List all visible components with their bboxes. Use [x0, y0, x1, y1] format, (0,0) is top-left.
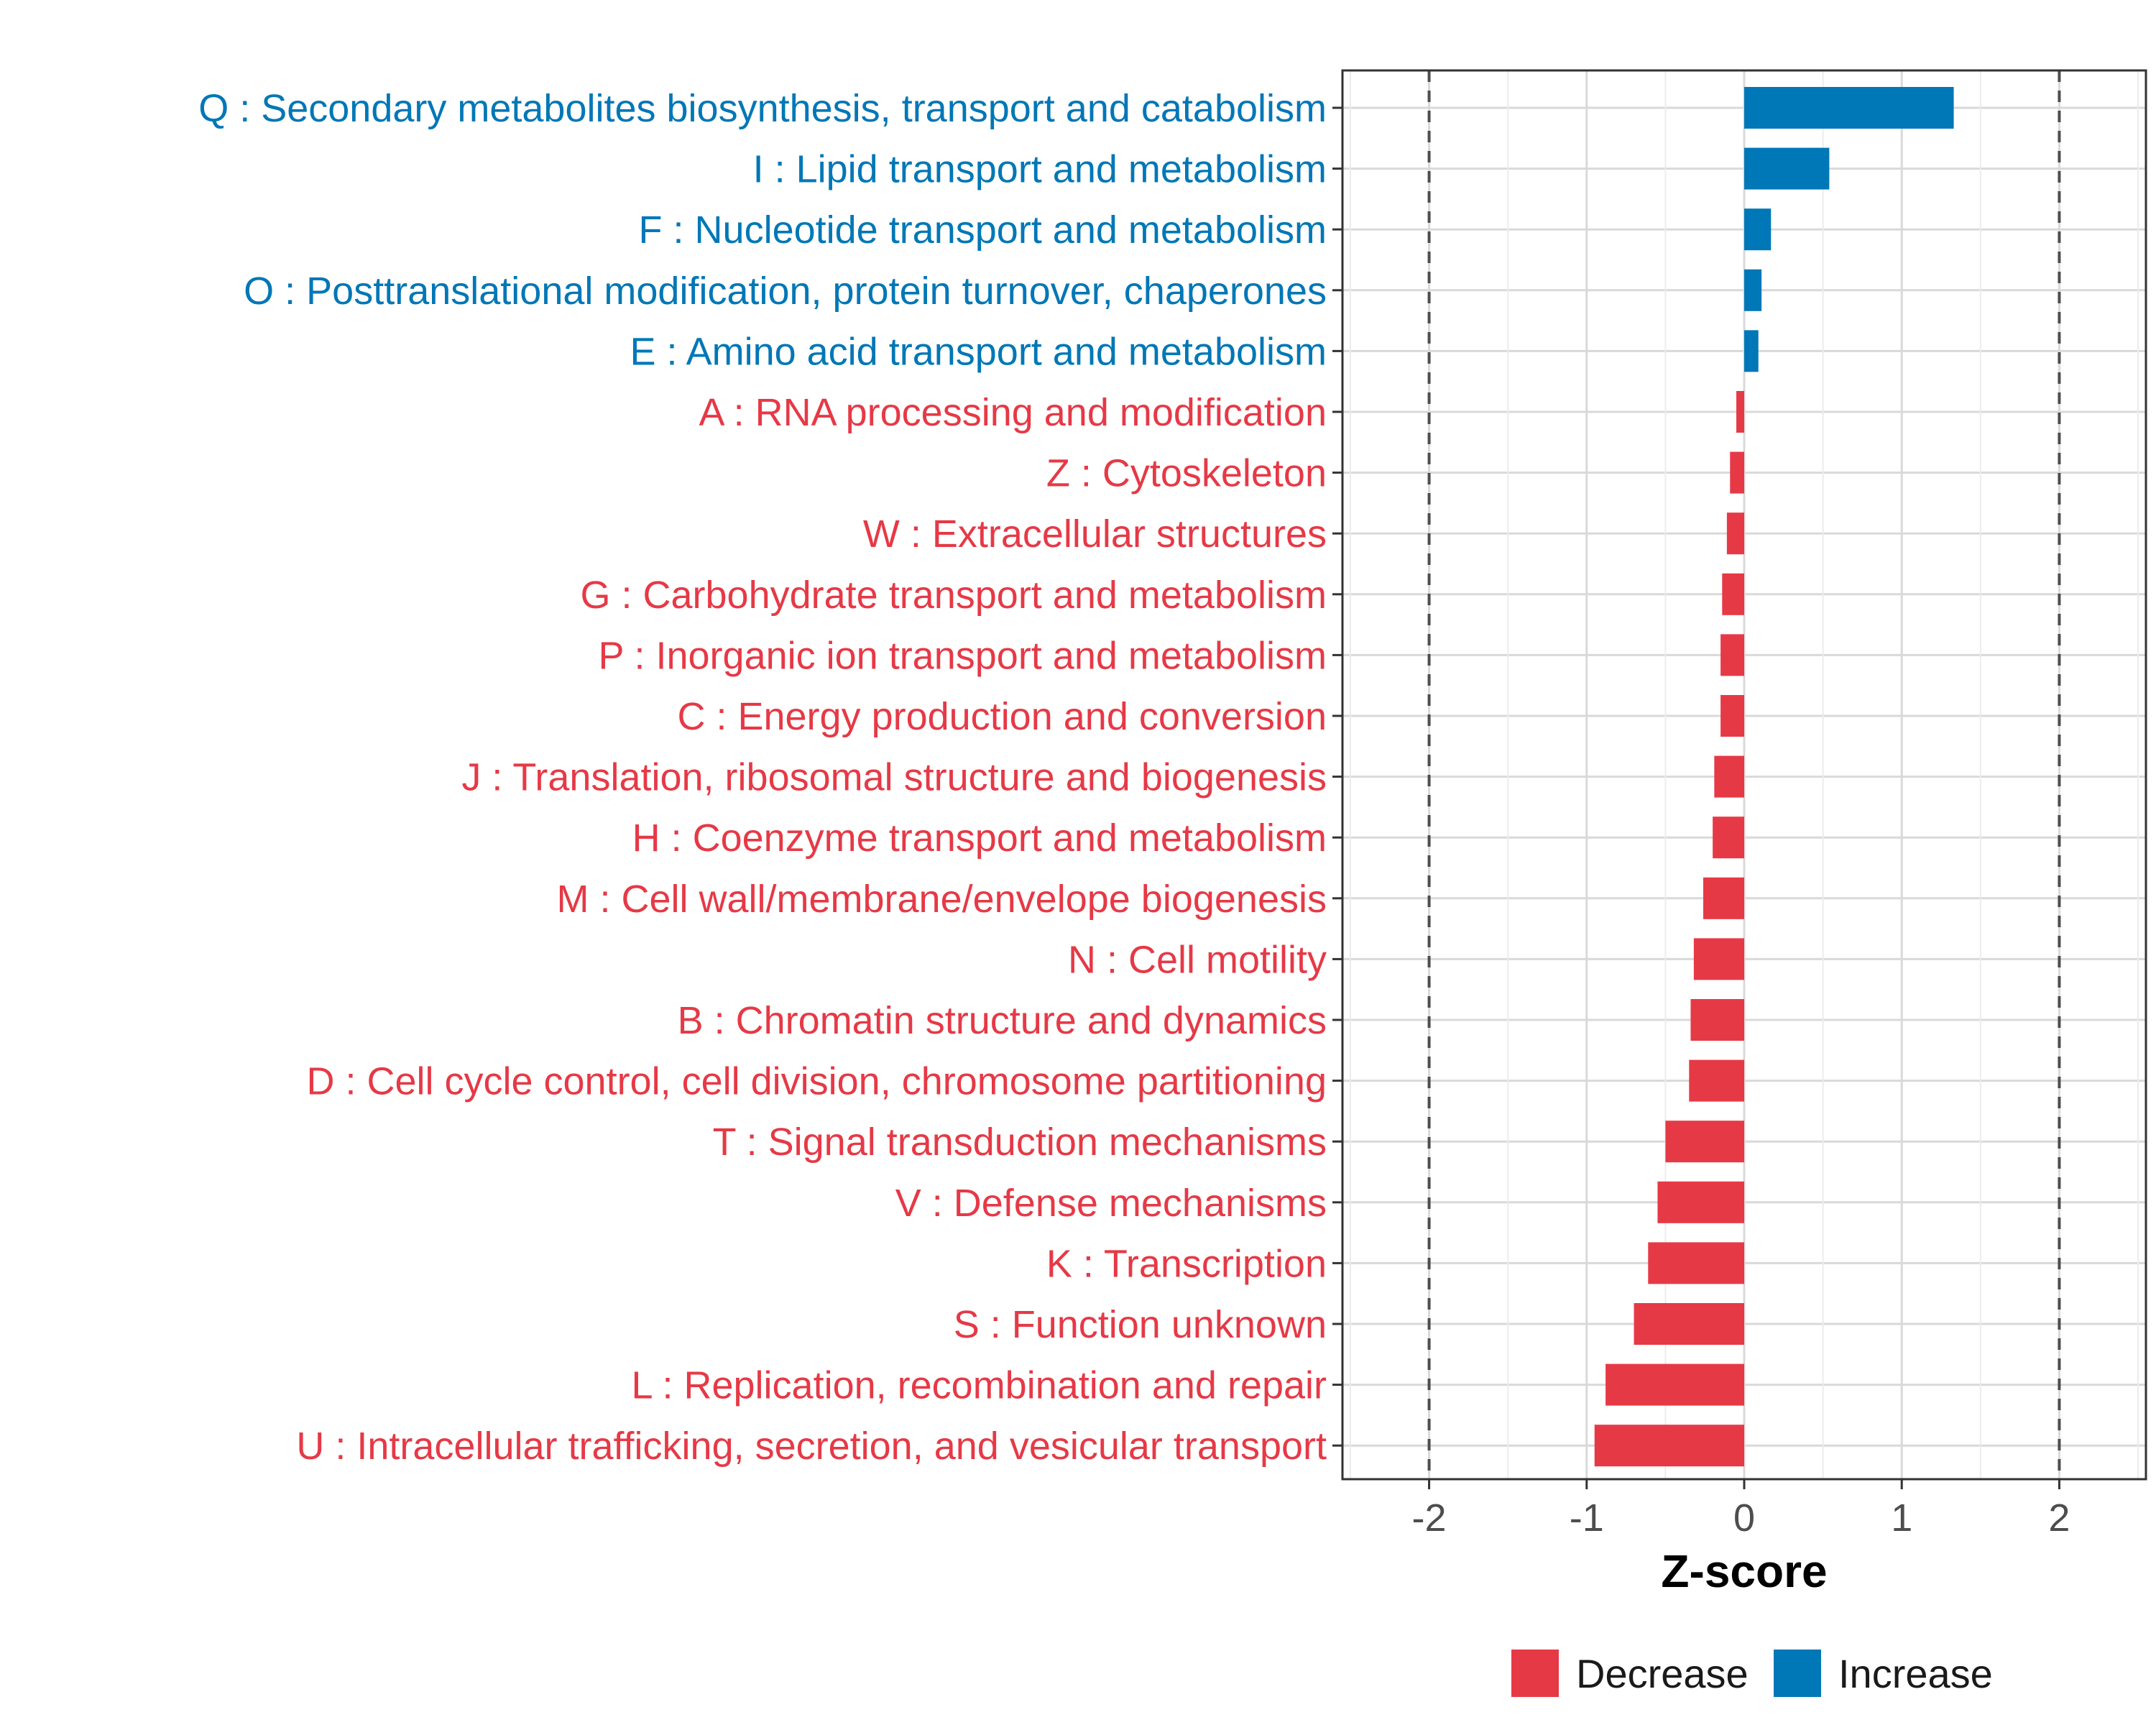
y-tick-label: G : Carbohydrate transport and metabolis… [581, 574, 1327, 617]
y-tick-label: F : Nucleotide transport and metabolism [639, 208, 1327, 252]
y-axis-ticks: Q : Secondary metabolites biosynthesis, … [198, 87, 1342, 1468]
x-tick-label: -1 [1570, 1496, 1604, 1540]
legend-swatch [1511, 1650, 1559, 1697]
x-tick-label: -2 [1412, 1496, 1447, 1540]
bar [1744, 87, 1954, 129]
bar [1722, 573, 1744, 615]
bar [1744, 208, 1772, 251]
bar [1657, 1181, 1744, 1223]
bar [1720, 695, 1744, 737]
y-tick-label: M : Cell wall/membrane/envelope biogenes… [556, 878, 1327, 921]
x-axis-ticks: -2 -1 0 1 2 [1412, 1479, 2070, 1540]
bar [1744, 269, 1762, 311]
y-tick-label: N : Cell motility [1068, 938, 1327, 981]
y-tick-label: T : Signal transduction mechanisms [713, 1121, 1327, 1164]
bar [1634, 1303, 1744, 1345]
y-tick-label: Q : Secondary metabolites biosynthesis, … [198, 87, 1327, 130]
bar [1744, 330, 1759, 372]
x-axis-title: Z-score [1661, 1545, 1827, 1597]
y-tick-label: A : RNA processing and modification [699, 391, 1327, 434]
bar [1736, 391, 1744, 433]
bar [1689, 1059, 1744, 1102]
y-tick-label: K : Transcription [1046, 1242, 1327, 1285]
x-tick-label: 0 [1733, 1496, 1755, 1540]
y-tick-label: I : Lipid transport and metabolism [753, 148, 1327, 191]
y-tick-label: H : Coenzyme transport and metabolism [632, 816, 1327, 860]
bar [1648, 1242, 1744, 1284]
bar [1744, 147, 1830, 190]
y-tick-label: V : Defense mechanisms [895, 1182, 1327, 1225]
legend-label: Increase [1838, 1651, 1993, 1696]
x-tick-label: 2 [2048, 1496, 2070, 1540]
y-tick-label: E : Amino acid transport and metabolism [630, 330, 1327, 373]
y-tick-label: J : Translation, ribosomal structure and… [461, 756, 1327, 799]
bar [1690, 999, 1744, 1041]
y-tick-label: D : Cell cycle control, cell division, c… [306, 1060, 1327, 1103]
y-tick-label: O : Posttranslational modification, prot… [244, 270, 1327, 313]
legend-label: Decrease [1576, 1651, 1749, 1696]
bars [1594, 87, 1954, 1467]
y-tick-label: W : Extracellular structures [863, 512, 1327, 556]
y-tick-label: Z : Cytoskeleton [1046, 452, 1327, 495]
y-tick-label: S : Function unknown [954, 1303, 1327, 1346]
legend: Decrease Increase [1511, 1650, 1993, 1697]
bar [1713, 816, 1744, 859]
bar [1594, 1425, 1744, 1467]
bar [1703, 877, 1744, 919]
y-tick-label: P : Inorganic ion transport and metaboli… [598, 634, 1327, 677]
y-tick-label: C : Energy production and conversion [677, 695, 1327, 738]
x-tick-label: 1 [1891, 1496, 1912, 1540]
bar [1726, 512, 1744, 555]
y-tick-label: B : Chromatin structure and dynamics [678, 999, 1327, 1042]
y-tick-label: U : Intracellular trafficking, secretion… [296, 1425, 1327, 1468]
legend-swatch [1774, 1650, 1821, 1697]
bar [1665, 1121, 1744, 1163]
bar [1606, 1363, 1744, 1406]
bar [1720, 634, 1744, 676]
bar [1693, 938, 1744, 980]
y-tick-label: L : Replication, recombination and repai… [631, 1364, 1327, 1407]
bar [1714, 755, 1744, 798]
bar [1730, 451, 1744, 494]
reference-lines [1427, 70, 2061, 1479]
